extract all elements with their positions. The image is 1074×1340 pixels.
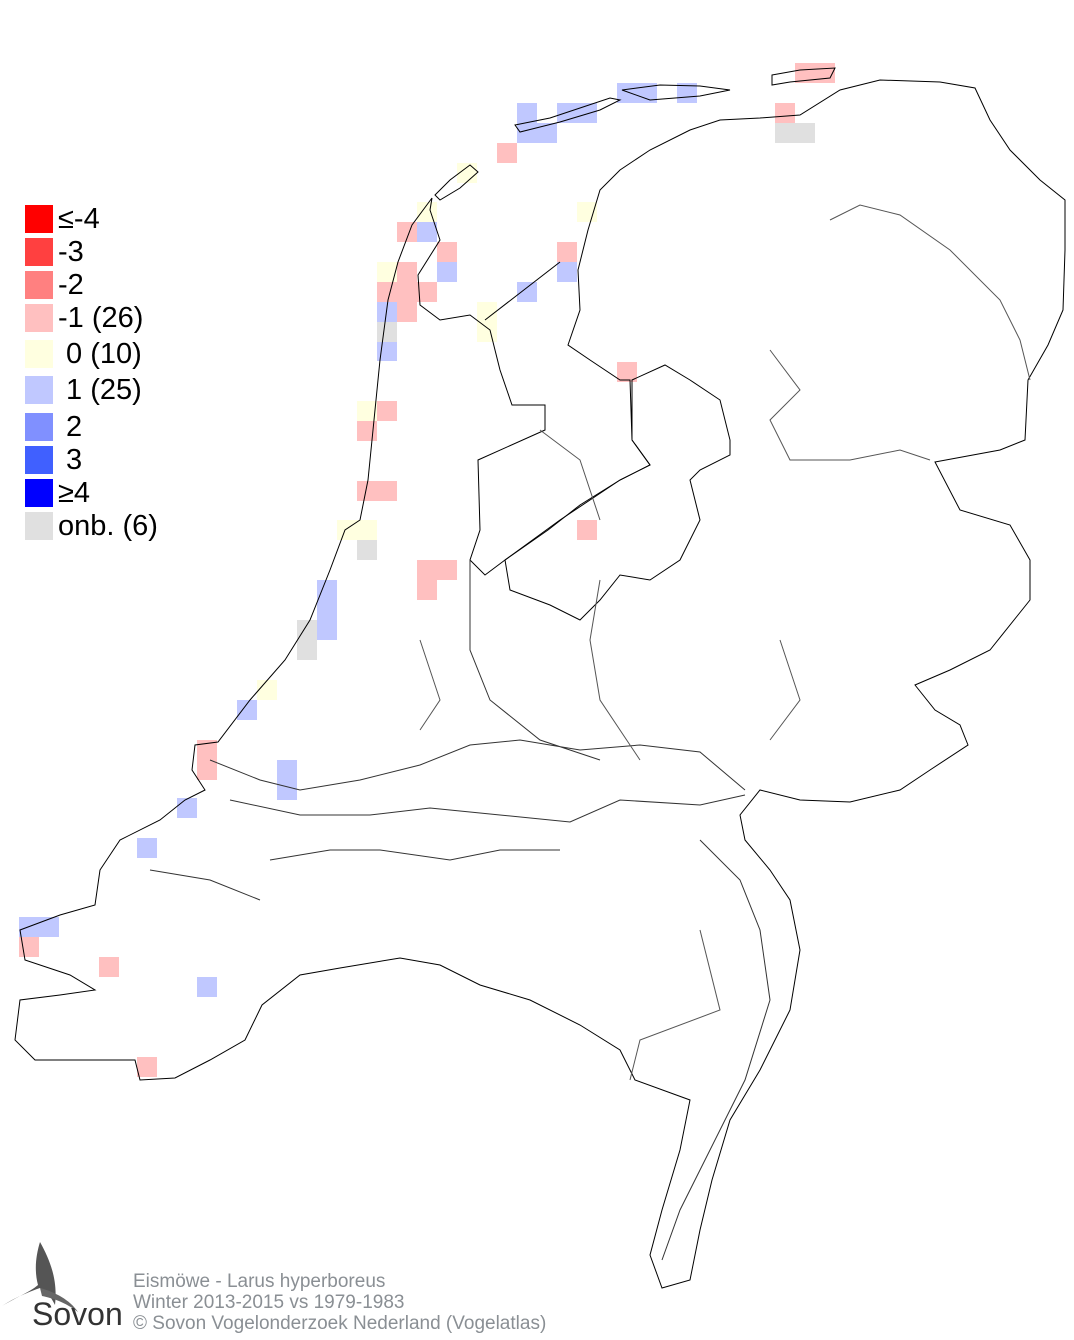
texel-outline [434,164,479,201]
legend-label: 3 [58,444,83,476]
grid-cell [677,83,697,103]
province-borders [419,204,1031,1081]
legend-swatch [25,238,53,266]
grid-cell [317,600,337,620]
map-caption: Eismöwe - Larus hyperboreus Winter 2013-… [133,1271,546,1334]
legend-swatch [25,376,53,404]
legend-swatch [25,479,53,507]
schiermonnikoog-outline [771,67,836,86]
grid-cell [377,262,397,282]
legend-label: 0 (10) [58,338,142,370]
grid-cell [617,362,637,382]
grid-cell [197,977,217,997]
grid-cell [397,302,417,322]
grid-cell [237,700,257,720]
grid-cell [377,302,397,322]
river-lines [149,560,771,1261]
grid-cell [557,262,577,282]
flevoland-outline [504,364,731,621]
grid-cell [617,83,637,103]
grid-cell [257,680,277,700]
grid-cell [517,103,537,123]
grid-cell [637,83,657,103]
grid-cell [357,401,377,421]
grid-cell [377,481,397,501]
grid-cell [137,1057,157,1077]
species-title: Eismöwe - Larus hyperboreus [133,1271,386,1292]
grid-cell [795,123,815,143]
grid-cell [795,63,815,83]
grid-cell [557,242,577,262]
ameland-outline [621,84,731,101]
grid-cell [577,103,597,123]
grid-cell [297,620,317,640]
grid-cell [277,780,297,800]
grid-cells [19,63,835,1077]
grid-cell [377,322,397,342]
grid-cell [397,222,417,242]
legend-label: onb. (6) [58,510,158,542]
legend-label: -1 (26) [58,302,144,334]
vlieland-terschelling-outline [514,97,622,133]
grid-cell [417,580,437,600]
grid-cell [477,302,497,322]
grid-cell [137,838,157,858]
sovon-logo-swallow-icon [2,1242,78,1312]
grid-cell [397,282,417,302]
grid-cell [377,282,397,302]
grid-cell [357,520,377,540]
grid-cell [357,481,377,501]
logo-text: Sovon [32,1296,123,1332]
grid-cell [397,262,417,282]
copyright: © Sovon Vogelonderzoek Nederland (Vogela… [133,1313,547,1334]
afsluitdijk [484,261,561,321]
grid-cell [317,580,337,600]
grid-cell [437,262,457,282]
grid-cell [99,957,119,977]
legend-swatch [25,413,53,441]
grid-cell [297,640,317,660]
grid-cell [197,760,217,780]
grid-cell [417,282,437,302]
grid-cell [517,123,537,143]
legend-label: 1 (25) [58,374,142,406]
country-outline [14,79,1066,1289]
grid-cell [477,322,497,342]
legend-swatch [25,340,53,368]
grid-cell [377,401,397,421]
legend-label: -2 [58,269,84,301]
grid-cell [497,143,517,163]
grid-cell [417,560,437,580]
grid-cell [577,520,597,540]
grid-cell [357,540,377,560]
legend-swatch [25,446,53,474]
legend-swatch [25,512,53,540]
legend-swatch [25,271,53,299]
grid-cell [417,222,437,242]
grid-cell [437,560,457,580]
grid-cell [577,202,597,222]
grid-cell [775,103,795,123]
legend-label: ≤-4 [58,203,100,235]
legend-label: -3 [58,236,84,268]
legend-label: ≥4 [58,477,91,509]
legend-swatch [25,304,53,332]
grid-cell [177,798,197,818]
grid-cell [317,620,337,640]
grid-cell [277,760,297,780]
grid-cell [517,282,537,302]
grid-cell [437,242,457,262]
grid-cell [337,520,357,540]
legend-label: 2 [58,411,83,443]
legend-swatch [25,205,53,233]
grid-cell [537,123,557,143]
grid-cell [775,123,795,143]
map-outlines [14,67,1066,1289]
period-comparison: Winter 2013-2015 vs 1979-1983 [133,1292,405,1313]
grid-cell [39,917,59,937]
grid-cell [197,740,217,760]
